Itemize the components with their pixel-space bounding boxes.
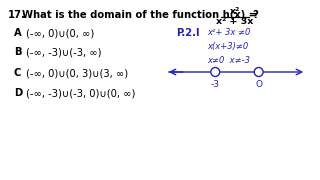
Text: 17.: 17. — [8, 10, 26, 20]
Text: (-∞, 0)∪(0, 3)∪(3, ∞): (-∞, 0)∪(0, 3)∪(3, ∞) — [26, 68, 128, 78]
Text: C: C — [14, 68, 21, 78]
Text: B: B — [14, 47, 21, 57]
Text: What is the domain of the function h(x) =: What is the domain of the function h(x) … — [22, 10, 257, 20]
Text: (-∞, -3)∪(-3, 0)∪(0, ∞): (-∞, -3)∪(-3, 0)∪(0, ∞) — [26, 88, 135, 98]
Text: ?: ? — [252, 10, 258, 20]
Text: O: O — [255, 80, 262, 89]
Text: A: A — [14, 28, 21, 38]
Circle shape — [254, 68, 263, 76]
Text: x²+ 3x ≠0: x²+ 3x ≠0 — [207, 28, 251, 37]
Text: x²: x² — [230, 7, 240, 16]
Text: (-∞, 0)∪(0, ∞): (-∞, 0)∪(0, ∞) — [26, 28, 94, 38]
Text: P.2.I: P.2.I — [176, 28, 199, 38]
Text: D: D — [14, 88, 22, 98]
Text: x(x+3)≠0: x(x+3)≠0 — [207, 42, 249, 51]
Text: -3: -3 — [211, 80, 220, 89]
Circle shape — [211, 68, 220, 76]
Text: x² + 3x: x² + 3x — [216, 17, 254, 26]
Text: x≠0  x≠-3: x≠0 x≠-3 — [207, 56, 250, 65]
Text: (-∞, -3)∪(-3, ∞): (-∞, -3)∪(-3, ∞) — [26, 47, 101, 57]
